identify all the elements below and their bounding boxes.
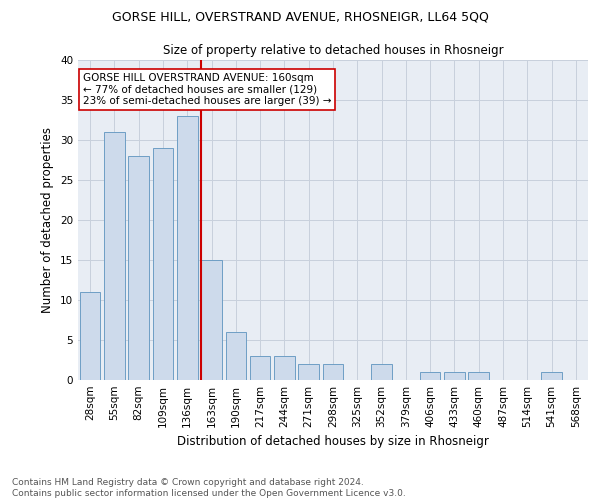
Bar [298, 364, 319, 380]
Bar [177, 116, 197, 380]
Bar [371, 364, 392, 380]
Bar [420, 372, 440, 380]
Bar [226, 332, 246, 380]
Bar [469, 372, 489, 380]
Text: GORSE HILL, OVERSTRAND AVENUE, RHOSNEIGR, LL64 5QQ: GORSE HILL, OVERSTRAND AVENUE, RHOSNEIGR… [112, 10, 488, 23]
Title: Size of property relative to detached houses in Rhosneigr: Size of property relative to detached ho… [163, 44, 503, 58]
Bar [541, 372, 562, 380]
Bar [323, 364, 343, 380]
Text: GORSE HILL OVERSTRAND AVENUE: 160sqm
← 77% of detached houses are smaller (129)
: GORSE HILL OVERSTRAND AVENUE: 160sqm ← 7… [83, 73, 332, 106]
Bar [444, 372, 465, 380]
Bar [274, 356, 295, 380]
Bar [80, 292, 100, 380]
Text: Contains HM Land Registry data © Crown copyright and database right 2024.
Contai: Contains HM Land Registry data © Crown c… [12, 478, 406, 498]
Bar [250, 356, 271, 380]
X-axis label: Distribution of detached houses by size in Rhosneigr: Distribution of detached houses by size … [177, 436, 489, 448]
Bar [104, 132, 125, 380]
Bar [128, 156, 149, 380]
Y-axis label: Number of detached properties: Number of detached properties [41, 127, 55, 313]
Bar [152, 148, 173, 380]
Bar [201, 260, 222, 380]
